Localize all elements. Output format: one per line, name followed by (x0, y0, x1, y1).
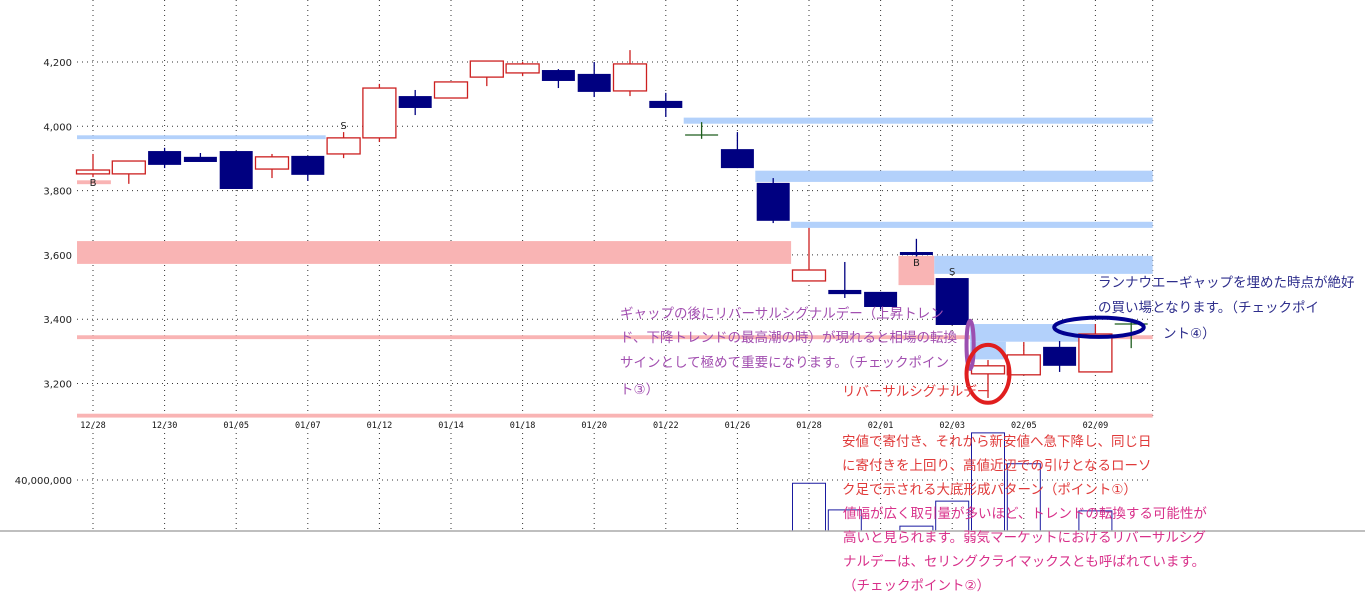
note-reversal-volume-3: ナルデーは、セリングクライマックスとも呼ばれています。 (843, 554, 1206, 570)
note-runaway-gap-3: ント④） (1163, 326, 1216, 342)
volume-tick-label: 40,000,000 (15, 476, 72, 487)
y-tick-label: 4,200 (43, 58, 72, 69)
support-band (77, 180, 111, 185)
note-runaway-gap-2: の買い場となります。（チェックポイ (1098, 300, 1319, 316)
x-tick-label: 02/03 (939, 421, 965, 431)
note-gap-reversal-4: ト③） (620, 382, 660, 398)
signal-B: B (913, 258, 920, 269)
x-tick-label: 12/30 (152, 421, 178, 431)
candle-body-up (612, 63, 648, 92)
note-reversal-desc-2: に寄付きを上回り、高値近辺での引けとなるローソ (842, 458, 1152, 474)
candle-body-up (433, 81, 469, 99)
candle-body-down (219, 151, 253, 189)
note-gap-reversal-3: サインとして極めて重要になります。（チェックポイン (620, 355, 949, 371)
resistance-band (791, 221, 1153, 228)
candle-body-down (649, 100, 683, 108)
candle-body-down (864, 291, 898, 307)
candle-body-down (541, 70, 575, 81)
candle-body-up (1006, 354, 1041, 376)
candle-body-up (75, 169, 111, 175)
note-reversal-title: リバーサルシグナルデー (842, 384, 991, 400)
x-tick-label: 01/22 (653, 421, 679, 431)
resistance-band (970, 324, 1096, 342)
support-band (77, 241, 792, 264)
note-reversal-desc-1: 安値で寄付き、それから新安値へ急下降し、同じ日 (842, 434, 1152, 450)
support-band (77, 335, 1153, 340)
note-reversal-desc-3: ク足で示される大底形成パターン（ポイント①） (842, 482, 1137, 498)
candle-body-down (398, 96, 432, 108)
candle-body-down (935, 278, 969, 325)
candle-body-up (970, 365, 1006, 375)
note-gap-reversal-1: ギャップの後にリバーサルシグナルデー（上昇トレン (620, 306, 944, 322)
y-tick-label: 3,400 (43, 315, 72, 326)
candle-body-up (362, 87, 397, 139)
resistance-band (934, 255, 1153, 274)
x-tick-label: 12/28 (80, 421, 106, 431)
panel-bottom-area (0, 531, 1365, 604)
note-gap-reversal-2: ド、下降トレンドの最高潮の時）が現れると相場の転換 (620, 330, 957, 346)
signal-S: S (340, 121, 346, 132)
candle-body-down (183, 156, 217, 162)
resistance-band (755, 170, 1153, 182)
x-tick-label: 01/28 (796, 421, 822, 431)
y-tick-label: 3,600 (43, 251, 72, 262)
candle-body-down (291, 155, 325, 175)
x-tick-label: 01/20 (581, 421, 607, 431)
x-tick-label: 01/12 (367, 421, 393, 431)
x-tick-label: 01/14 (438, 421, 464, 431)
note-reversal-volume-4: （チェックポイント②） (843, 578, 991, 594)
note-reversal-volume-2: 高いと見られます。弱気マーケットにおけるリバーサルシグ (843, 530, 1206, 546)
candle-body-up (469, 60, 504, 78)
candle-body-down (828, 289, 862, 295)
x-tick-label: 01/05 (223, 421, 249, 431)
x-tick-label: 01/07 (295, 421, 321, 431)
support-band (898, 255, 935, 286)
y-tick-label: 3,800 (43, 187, 72, 198)
support-band (77, 413, 1153, 418)
resistance-band (77, 135, 326, 140)
candle-body-up (791, 269, 827, 282)
highlight-ellipse (964, 342, 1012, 405)
resistance-band (683, 117, 1153, 124)
candle-body-up (505, 63, 540, 74)
y-tick-label: 3,200 (43, 380, 72, 391)
signal-S: S (949, 267, 955, 278)
signal-B: B (90, 178, 97, 189)
candle-body-down (577, 73, 611, 92)
candle-body-down (756, 182, 790, 221)
highlight-ellipse (964, 318, 976, 372)
candle-body-up (1078, 333, 1113, 373)
candle-body-down (1043, 346, 1077, 366)
x-tick-label: 01/18 (510, 421, 536, 431)
candle-body-down (720, 149, 754, 169)
highlight-ellipse (1052, 315, 1146, 339)
x-tick-label: 02/01 (868, 421, 894, 431)
candle-body-down (899, 252, 933, 256)
note-reversal-volume-1: 値幅が広く取引量が多いほど、トレンドの転換する可能性が (843, 506, 1207, 522)
candle-body-up (111, 160, 146, 175)
x-tick-label: 01/26 (725, 421, 751, 431)
note-runaway-gap-1: ランナウエーギャップを埋めた時点が絶好 (1098, 275, 1355, 291)
candle-body-up (254, 156, 290, 170)
x-tick-label: 02/05 (1011, 421, 1037, 431)
candle-body-down (148, 151, 182, 165)
candle-body-up (326, 137, 361, 155)
y-tick-label: 4,000 (43, 122, 72, 133)
x-tick-label: 02/09 (1083, 421, 1109, 431)
